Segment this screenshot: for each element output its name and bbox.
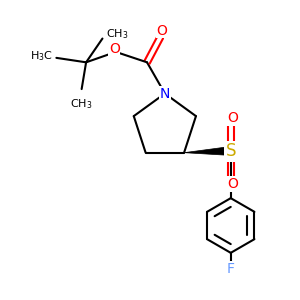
Text: N: N xyxy=(160,86,170,100)
Polygon shape xyxy=(184,147,224,155)
Text: F: F xyxy=(227,262,235,276)
Text: O: O xyxy=(157,23,167,38)
Text: S: S xyxy=(226,142,236,160)
Text: O: O xyxy=(109,42,120,56)
Text: O: O xyxy=(227,112,238,125)
Text: CH$_3$: CH$_3$ xyxy=(70,98,93,111)
Text: O: O xyxy=(227,177,238,191)
Text: CH$_3$: CH$_3$ xyxy=(106,27,128,41)
Text: H$_3$C: H$_3$C xyxy=(31,50,53,63)
